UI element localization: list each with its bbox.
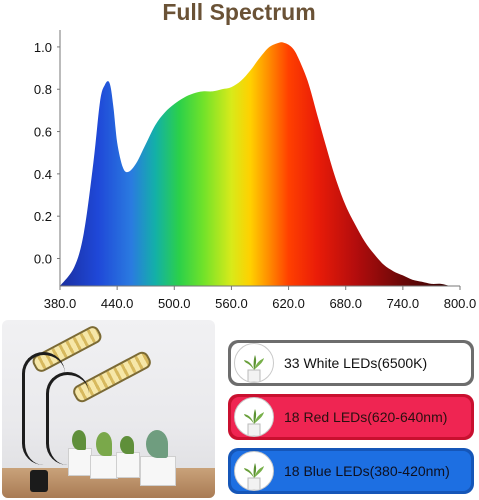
led-label-red: 18 Red LEDs(620-640nm) — [284, 409, 448, 425]
led-label-white: 33 White LEDs(6500K) — [284, 355, 428, 371]
gooseneck-arm-right — [46, 372, 89, 465]
x-axis-ticks: 380.0 440.0 500.0 560.0 620.0 680.0 740.0 800.0 — [44, 286, 477, 311]
spectrum-chart: Full Spectrum 0.0 0.2 0.4 0.6 0.8 1.0 380.0 44… — [34, 0, 477, 311]
x-tick-label: 560.0 — [215, 296, 248, 311]
plant-leaf — [72, 430, 86, 450]
plant-leaf — [120, 436, 134, 454]
plant-icon — [234, 343, 274, 383]
y-tick-label: 0.6 — [34, 125, 52, 140]
y-tick-label: 0.4 — [34, 167, 52, 182]
chart-title: Full Spectrum — [162, 0, 315, 25]
plant-pot — [68, 448, 92, 476]
y-tick-label: 0.2 — [34, 209, 52, 224]
x-tick-label: 500.0 — [158, 296, 191, 311]
x-tick-label: 440.0 — [101, 296, 134, 311]
y-tick-label: 0.8 — [34, 82, 52, 97]
plant-pot — [90, 455, 118, 479]
led-label-blue: 18 Blue LEDs(380-420nm) — [284, 463, 450, 479]
plant-leaf — [96, 432, 112, 456]
x-tick-label: 680.0 — [329, 296, 362, 311]
spectrum-area — [60, 42, 460, 287]
led-badge-white: 33 White LEDs(6500K) — [228, 340, 474, 386]
x-tick-label: 380.0 — [44, 296, 77, 311]
clamp — [30, 470, 48, 492]
led-badge-blue: 18 Blue LEDs(380-420nm) — [228, 448, 474, 494]
plant-leaf — [146, 430, 168, 458]
x-tick-label: 620.0 — [272, 296, 305, 311]
y-axis-ticks: 0.0 0.2 0.4 0.6 0.8 1.0 — [34, 40, 60, 266]
gooseneck-arm-left — [22, 352, 65, 465]
led-badge-red: 18 Red LEDs(620-640nm) — [228, 394, 474, 440]
plant-icon — [234, 451, 274, 491]
spectrum-area-fill — [60, 42, 460, 287]
plant-pot — [140, 456, 176, 486]
x-tick-label: 740.0 — [387, 296, 420, 311]
x-tick-label: 800.0 — [444, 296, 477, 311]
y-tick-label: 1.0 — [34, 40, 52, 55]
y-tick-label: 0.0 — [34, 251, 52, 266]
plant-icon — [234, 397, 274, 437]
plant-pot — [116, 452, 140, 478]
